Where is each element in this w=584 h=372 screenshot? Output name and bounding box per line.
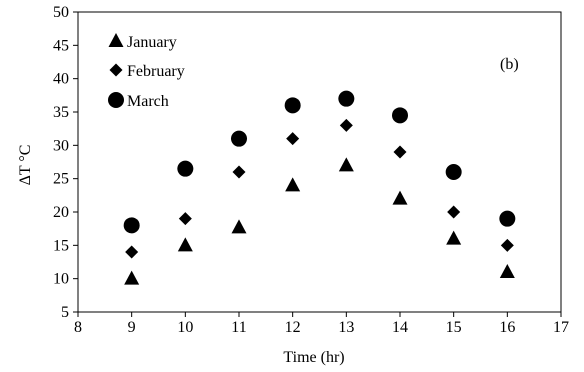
x-tick-label: 9 <box>128 319 136 336</box>
legend-label-march: March <box>127 93 169 110</box>
x-tick-label: 10 <box>177 319 193 336</box>
y-tick-label: 25 <box>53 171 69 188</box>
january-point-triangle <box>446 230 462 245</box>
march-point-circle <box>177 160 194 177</box>
march-point-circle <box>392 107 408 124</box>
x-tick-label: 15 <box>446 319 462 336</box>
y-tick-label: 5 <box>61 304 69 321</box>
x-tick-label: 12 <box>285 319 301 336</box>
y-axis-ticks: 5 10 15 20 25 30 35 40 45 50 <box>53 4 78 321</box>
legend: January February March <box>108 33 185 110</box>
january-point-triangle <box>124 270 140 285</box>
y-tick-label: 40 <box>53 71 69 88</box>
february-point-diamond <box>286 132 300 146</box>
legend-label-february: February <box>127 63 185 80</box>
y-tick-label: 15 <box>53 237 69 254</box>
y-tick-label: 10 <box>53 271 69 288</box>
legend-triangle-marker <box>108 33 124 47</box>
legend-item-march: March <box>108 92 169 110</box>
january-point-triangle <box>338 157 354 172</box>
legend-item-january: January <box>108 33 177 51</box>
panel-label: (b) <box>500 56 519 73</box>
x-axis-ticks: 8 9 10 11 12 13 14 15 16 17 <box>74 312 569 336</box>
series-february <box>125 118 514 259</box>
x-axis-title: Time (hr) <box>283 349 344 366</box>
y-tick-label: 50 <box>53 4 69 21</box>
march-point-circle <box>338 90 355 107</box>
january-point-triangle <box>392 190 408 205</box>
march-point-circle <box>123 217 140 234</box>
y-tick-label: 35 <box>53 104 69 121</box>
series-march <box>123 90 516 234</box>
march-point-circle <box>284 97 301 114</box>
x-tick-label: 14 <box>392 319 408 336</box>
legend-diamond-marker <box>109 63 123 77</box>
x-tick-label: 16 <box>499 319 515 336</box>
legend-circle-marker <box>108 92 124 108</box>
x-tick-label: 8 <box>74 319 82 336</box>
y-tick-label: 20 <box>53 204 69 221</box>
january-point-triangle <box>499 264 515 278</box>
y-tick-label: 45 <box>53 37 69 54</box>
march-point-circle <box>499 210 516 227</box>
march-point-circle <box>231 130 247 147</box>
y-tick-label: 30 <box>53 137 69 154</box>
february-point-diamond <box>393 145 407 159</box>
march-point-circle <box>445 164 462 180</box>
february-point-diamond <box>500 238 514 252</box>
y-axis-title: ΔT °C <box>17 145 34 186</box>
x-tick-label: 13 <box>338 319 354 336</box>
february-point-diamond <box>178 212 192 226</box>
february-point-diamond <box>447 205 461 219</box>
x-tick-label: 11 <box>231 319 246 336</box>
january-point-triangle <box>231 219 247 234</box>
legend-label-january: January <box>127 34 177 51</box>
january-point-triangle <box>285 177 301 192</box>
february-point-diamond <box>339 118 353 132</box>
february-point-diamond <box>232 165 246 179</box>
plot-area <box>77 11 562 313</box>
legend-item-february: February <box>109 63 185 80</box>
series-january <box>124 157 515 285</box>
february-point-diamond <box>125 245 139 259</box>
data-points <box>123 90 516 285</box>
january-point-triangle <box>177 237 193 252</box>
x-tick-label: 17 <box>553 319 569 336</box>
